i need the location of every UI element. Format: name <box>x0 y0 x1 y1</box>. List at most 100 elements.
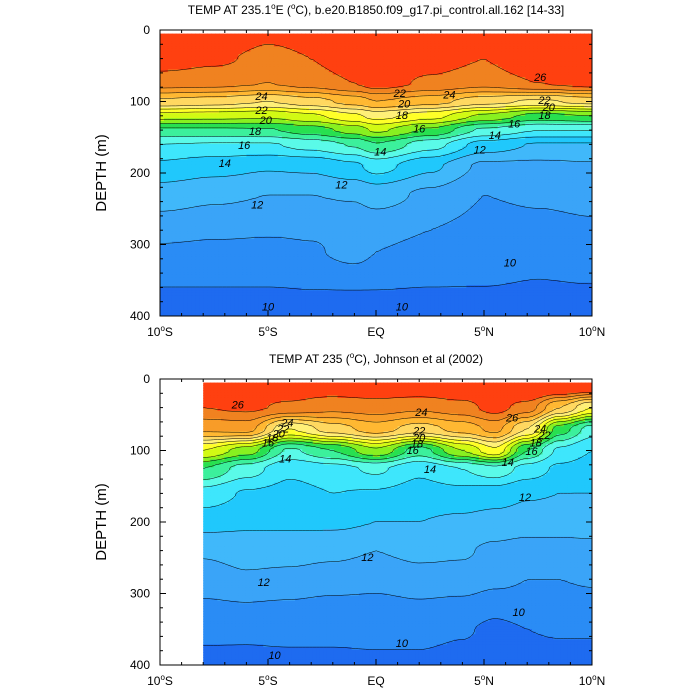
contour-band-cell <box>434 84 440 89</box>
contour-band-cell <box>411 102 416 107</box>
contour-band-cell <box>372 95 377 99</box>
contour-band-cell <box>183 120 189 125</box>
contour-band-cell <box>218 36 224 40</box>
contour-band-cell <box>478 41 483 45</box>
contour-band-cell <box>321 141 326 145</box>
contour-band-cell <box>340 90 346 94</box>
contour-band-cell <box>246 146 252 150</box>
contour-band-cell <box>576 77 581 81</box>
contour-band-cell <box>187 138 193 143</box>
contour-band-cell <box>427 90 432 94</box>
contour-band-cell <box>266 64 271 68</box>
contour-band-cell <box>442 138 448 143</box>
contour-band-cell <box>332 64 338 68</box>
contour-band-cell <box>242 95 248 99</box>
contour-band-cell <box>246 41 252 45</box>
contour-band-cell <box>258 131 263 135</box>
contour-band-cell <box>191 102 197 107</box>
contour-band-cell <box>289 48 295 53</box>
contour-band-cell <box>364 118 369 122</box>
contour-band-cell <box>482 115 487 119</box>
contour-band-cell <box>485 95 491 99</box>
contour-band-cell <box>214 115 220 119</box>
contour-band-cell <box>352 95 358 99</box>
contour-band-cell <box>183 74 189 78</box>
contour-band-cell <box>415 102 420 107</box>
contour-band-cell <box>434 61 440 66</box>
contour-band-cell <box>356 87 361 91</box>
contour-band-cell <box>183 51 189 55</box>
contour-band-cell <box>525 141 530 145</box>
contour-band-cell <box>427 82 432 86</box>
contour-band-cell <box>564 123 570 127</box>
contour-band-cell <box>273 41 279 45</box>
contour-band-cell <box>372 141 377 145</box>
contour-band-cell <box>466 97 471 102</box>
contour-band-cell <box>419 146 424 150</box>
contour-band-cell <box>368 38 373 42</box>
contour-band-cell <box>258 120 263 125</box>
contour-band-cell <box>454 97 460 102</box>
contour-band-cell <box>344 41 350 45</box>
contour-band-cell <box>442 69 448 73</box>
contour-band-cell <box>372 133 377 137</box>
contour-band-cell <box>513 87 519 91</box>
contour-band-cell <box>399 56 405 60</box>
contour-band-cell <box>584 133 589 137</box>
contour-band-cell <box>403 102 409 107</box>
contour-band-cell <box>163 51 169 55</box>
contour-band-cell <box>344 133 350 137</box>
contour-band-cell <box>160 84 165 89</box>
contour-band-cell <box>505 64 511 68</box>
contour-band-cell <box>560 79 566 84</box>
contour-band-cell <box>340 82 346 86</box>
contour-band-cell <box>262 54 267 58</box>
contour-band-cell <box>352 123 358 127</box>
contour-band-cell <box>199 149 204 153</box>
contour-band-cell <box>328 74 334 78</box>
contour-band-cell <box>214 54 220 58</box>
contour-band-cell <box>450 46 456 50</box>
contour-band-cell <box>364 108 369 112</box>
contour-band-cell <box>584 123 589 127</box>
contour-band-cell <box>446 59 452 63</box>
contour-band-cell <box>313 123 318 127</box>
contour-band-cell <box>266 61 271 66</box>
contour-band-cell <box>246 77 252 81</box>
contour-band-cell <box>258 61 263 66</box>
contour-band-cell <box>289 136 295 140</box>
contour-band-cell <box>584 74 589 78</box>
contour-band-cell <box>368 113 373 117</box>
contour-band-cell <box>423 41 428 45</box>
contour-band-cell <box>222 128 228 132</box>
contour-band-cell <box>199 33 204 37</box>
contour-band-cell <box>191 126 197 130</box>
contour-band-cell <box>446 74 452 78</box>
contour-band-cell <box>556 41 562 45</box>
contour-band-cell <box>489 41 495 45</box>
contour-band-cell <box>572 56 577 60</box>
contour-band-cell <box>226 48 232 53</box>
contour-band-cell <box>521 113 526 117</box>
contour-band-cell <box>470 77 475 81</box>
contour-band-cell <box>273 113 279 117</box>
contour-band-cell <box>332 84 338 89</box>
contour-band-cell <box>458 61 464 66</box>
contour-band-cell <box>533 48 538 53</box>
contour-band-cell <box>411 146 416 150</box>
contour-band-cell <box>387 120 393 125</box>
contour-band-cell <box>423 95 428 99</box>
contour-band-cell <box>560 33 566 37</box>
contour-band-cell <box>458 87 464 91</box>
contour-band-cell <box>171 79 177 84</box>
contour-band-cell <box>489 92 495 96</box>
contour-band-cell <box>482 84 487 89</box>
contour-band-cell <box>376 51 381 55</box>
contour-band-cell <box>438 77 444 81</box>
contour-band-cell <box>348 82 354 86</box>
contour-band-cell <box>423 136 428 140</box>
contour-band-cell <box>352 54 358 58</box>
contour-band-cell <box>580 120 585 125</box>
contour-band-cell <box>273 108 279 112</box>
contour-band-cell <box>234 54 240 58</box>
